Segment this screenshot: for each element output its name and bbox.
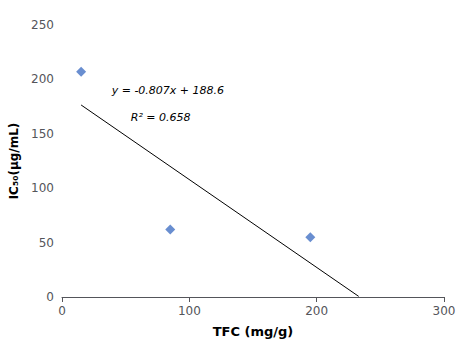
svg-text:50: 50 <box>39 236 54 250</box>
svg-text:TFC (mg/g): TFC (mg/g) <box>213 324 294 339</box>
svg-text:R² = 0.658: R² = 0.658 <box>131 111 191 124</box>
svg-text:250: 250 <box>31 18 54 32</box>
svg-text:100: 100 <box>178 304 201 318</box>
svg-text:300: 300 <box>433 304 456 318</box>
svg-text:0: 0 <box>46 290 54 304</box>
svg-text:200: 200 <box>31 72 54 86</box>
svg-text:0: 0 <box>58 304 66 318</box>
svg-text:IC₅₀(μg/mL): IC₅₀(μg/mL) <box>7 123 21 200</box>
svg-text:100: 100 <box>31 181 54 195</box>
svg-text:200: 200 <box>305 304 328 318</box>
svg-text:150: 150 <box>31 127 54 141</box>
svg-text:y = -0.807x + 188.6: y = -0.807x + 188.6 <box>111 84 224 97</box>
